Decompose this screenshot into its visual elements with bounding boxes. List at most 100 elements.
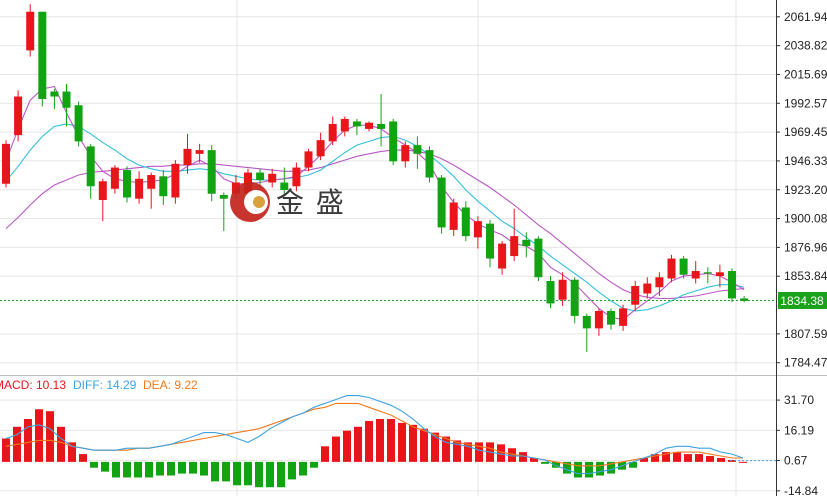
macd-bar: [233, 461, 241, 486]
candle-body: [268, 173, 277, 183]
candle-body: [98, 181, 107, 200]
candle-body: [207, 150, 216, 194]
macd-bar: [376, 418, 384, 462]
dea-label: DEA: 9.22: [143, 378, 198, 392]
macd-bar: [134, 461, 142, 478]
candle-body: [135, 178, 144, 199]
candle-body: [2, 143, 10, 184]
macd-bar: [211, 461, 219, 482]
macd-tick-label: 16.19: [784, 423, 814, 437]
candle-body: [147, 175, 156, 189]
macd-tick-label: 31.70: [784, 393, 814, 407]
candle-body: [643, 283, 652, 294]
price-tick-label: 1900.08: [784, 212, 827, 226]
candle-body: [377, 123, 386, 129]
macd-bar: [79, 454, 87, 462]
candle-body: [740, 298, 749, 301]
macd-bar: [563, 461, 571, 474]
macd-bar: [519, 452, 527, 462]
candle-body: [594, 310, 603, 329]
macd-bar: [574, 461, 582, 478]
candle-body: [365, 122, 373, 129]
price-tick-label: 2061.94: [784, 10, 827, 24]
candle-body: [195, 150, 204, 154]
candle-body: [74, 105, 83, 142]
macd-bar: [222, 461, 230, 482]
price-tick-label: 1946.33: [784, 154, 827, 168]
macd-bar: [178, 461, 186, 474]
macd-bar: [684, 454, 692, 462]
dea-line: [5, 402, 743, 467]
candle-body: [715, 272, 724, 277]
macd-bar: [343, 430, 351, 462]
candle-body: [582, 315, 591, 329]
candle-body: [655, 277, 664, 288]
macd-bar: [288, 461, 296, 480]
candle-body: [728, 271, 736, 299]
price-tick-label: 1923.20: [784, 183, 827, 197]
macd-bar: [332, 436, 340, 462]
candle-body: [679, 258, 688, 275]
candle-body: [461, 207, 470, 237]
candle-body: [534, 238, 543, 278]
macd-bar: [112, 461, 120, 478]
macd-bar: [101, 461, 109, 472]
candle-body: [171, 163, 180, 198]
macd-bar: [266, 461, 274, 488]
watermark-text: 金 盛: [276, 187, 346, 218]
candle-body: [413, 145, 422, 154]
macd-bar: [662, 452, 670, 462]
macd-bar: [420, 428, 428, 462]
candlesticks[interactable]: [2, 4, 749, 353]
macd-bar: [189, 461, 197, 474]
candle-body: [183, 148, 192, 166]
macd-bar: [706, 456, 714, 462]
macd-bar: [475, 442, 483, 462]
macd-bar: [541, 461, 549, 464]
candle-body: [292, 167, 301, 187]
macd-bar: [123, 461, 131, 478]
ma-slow-line: [5, 149, 745, 300]
macd-bar: [442, 436, 450, 462]
candle-body: [631, 285, 640, 305]
macd-lines: [5, 395, 744, 475]
macd-bar: [2, 438, 10, 462]
candle-body: [159, 176, 168, 197]
macd-bar: [277, 461, 285, 488]
macd-bar: [145, 461, 153, 478]
macd-bar: [68, 442, 76, 462]
price-tick-label: 2038.82: [784, 39, 827, 53]
diff-line: [5, 395, 744, 475]
macd-bar: [530, 457, 538, 462]
last-price-tag-bg: [778, 291, 827, 309]
macd-tick-label: -14.84: [784, 484, 818, 496]
candle-body: [352, 121, 361, 127]
candle-body: [703, 272, 712, 274]
candle-body: [522, 239, 531, 247]
macd-label: MACD: 10.13: [0, 378, 66, 392]
candle-body: [607, 310, 615, 325]
candle-body: [86, 146, 95, 187]
macd-histogram: [2, 409, 747, 488]
macd-bar: [244, 461, 252, 486]
macd-bar: [57, 426, 65, 462]
watermark-logo-dot: [253, 196, 265, 208]
candle-body: [401, 145, 410, 162]
candle-body: [316, 140, 325, 157]
candle-body: [486, 223, 494, 259]
macd-bar: [717, 457, 725, 462]
candle-body: [26, 11, 35, 51]
candle-body: [50, 91, 59, 97]
macd-bar: [167, 461, 175, 476]
macd-bar: [695, 454, 703, 462]
macd-bar: [497, 444, 505, 462]
macd-bar: [673, 452, 681, 462]
macd-bar: [35, 409, 43, 462]
candle-body: [425, 150, 434, 178]
macd-bar: [365, 420, 373, 462]
candle-body: [219, 194, 228, 199]
macd-bar: [640, 457, 648, 462]
macd-bar: [200, 461, 208, 476]
